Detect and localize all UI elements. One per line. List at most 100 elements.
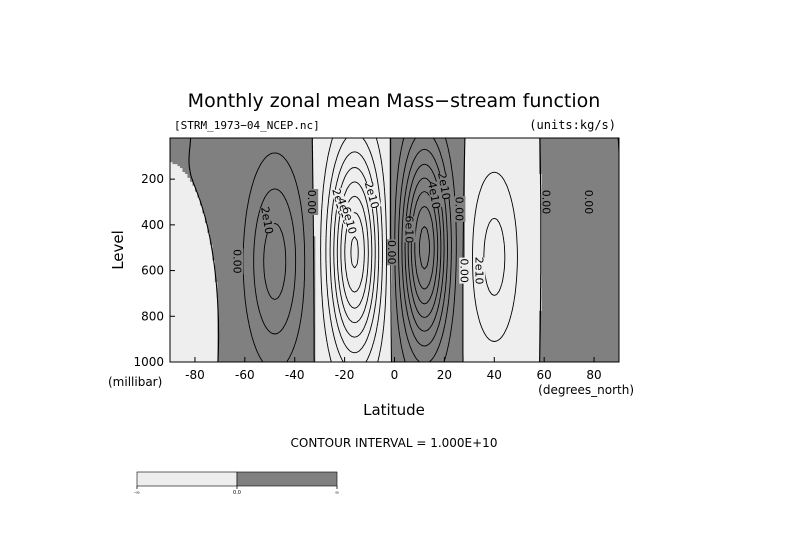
- positive-region: [217, 305, 316, 308]
- contour-line: [418, 225, 430, 270]
- positive-region: [389, 242, 465, 245]
- positive-region: [541, 218, 619, 222]
- positive-region: [389, 222, 465, 226]
- y-tick-label: 800: [141, 309, 164, 323]
- positive-region: [541, 230, 619, 233]
- positive-region: [392, 305, 463, 308]
- positive-region: [541, 301, 619, 304]
- colorbar: -∞ 0.0 ∞: [134, 471, 339, 496]
- positive-region: [199, 202, 313, 206]
- positive-region: [392, 318, 463, 322]
- positive-region: [541, 273, 619, 277]
- positive-region: [217, 289, 316, 292]
- contour-label: 4e10: [425, 180, 443, 210]
- contour-label-background: [404, 216, 416, 243]
- positive-region: [204, 216, 313, 220]
- positive-region: [539, 139, 619, 143]
- contour-label-background: [584, 189, 596, 215]
- positive-region: [539, 151, 619, 155]
- positive-region: [389, 161, 465, 165]
- x-tick-label: 0: [391, 368, 399, 382]
- x-axis-unit: (degrees_north): [538, 383, 634, 397]
- positive-region: [217, 320, 316, 324]
- contour-line: [350, 236, 359, 269]
- positive-region: [214, 259, 316, 263]
- positive-region: [192, 181, 313, 184]
- positive-region: [184, 171, 313, 174]
- positive-region: [389, 175, 465, 178]
- positive-region: [214, 269, 316, 273]
- positive-region: [541, 299, 619, 302]
- positive-region: [541, 238, 619, 241]
- positive-region: [389, 167, 465, 171]
- positive-region: [392, 354, 463, 357]
- positive-region: [194, 189, 313, 192]
- contour-interval-note: CONTOUR INTERVAL = 1.000E+10: [291, 436, 498, 450]
- positive-region: [541, 297, 619, 300]
- positive-region: [539, 322, 619, 326]
- y-tick-label: 1000: [133, 355, 164, 369]
- positive-region: [541, 250, 619, 253]
- contour-line: [320, 138, 518, 362]
- plot-area: 0.002e100.002e104e106e102e100.006e104e10…: [170, 138, 619, 362]
- x-tick-label: -80: [185, 368, 205, 382]
- positive-region: [541, 263, 619, 267]
- positive-region: [389, 189, 465, 192]
- positive-region: [202, 210, 313, 214]
- positive-region: [392, 295, 463, 298]
- positive-region: [541, 214, 619, 218]
- positive-region: [217, 346, 316, 349]
- positive-region: [541, 261, 619, 265]
- positive-region: [539, 141, 619, 145]
- positive-region: [541, 259, 619, 263]
- positive-region: [539, 354, 619, 357]
- positive-region: [389, 240, 465, 243]
- positive-region: [541, 287, 619, 290]
- positive-region: [539, 330, 619, 334]
- positive-region: [170, 138, 313, 141]
- positive-region: [217, 330, 316, 334]
- positive-region: [389, 208, 465, 212]
- positive-region: [539, 320, 619, 324]
- positive-region: [389, 251, 465, 255]
- positive-region: [541, 265, 619, 269]
- positive-region: [541, 193, 619, 196]
- positive-region: [539, 338, 619, 341]
- positive-region: [392, 277, 463, 281]
- positive-region: [539, 138, 619, 141]
- positive-region: [214, 275, 316, 279]
- positive-region: [392, 297, 463, 300]
- positive-region: [199, 200, 313, 204]
- positive-region: [197, 193, 313, 196]
- positive-region: [217, 328, 316, 332]
- positive-region: [541, 279, 619, 283]
- positive-region: [389, 244, 465, 247]
- positive-region: [389, 232, 465, 235]
- positive-region: [539, 360, 619, 362]
- positive-region: [541, 224, 619, 228]
- positive-region: [170, 147, 313, 151]
- positive-region: [392, 332, 463, 336]
- positive-region: [189, 179, 313, 182]
- positive-region: [392, 358, 463, 361]
- positive-region: [389, 138, 465, 141]
- positive-region: [392, 346, 463, 349]
- positive-region: [539, 346, 619, 349]
- positive-region: [541, 308, 619, 312]
- positive-region: [392, 312, 463, 316]
- positive-region: [212, 246, 316, 249]
- positive-region: [541, 222, 619, 226]
- positive-region: [217, 338, 316, 341]
- positive-region: [541, 257, 619, 261]
- positive-region: [217, 301, 316, 304]
- positive-region: [541, 175, 619, 178]
- positive-region: [539, 171, 619, 174]
- positive-region: [541, 246, 619, 249]
- positive-region: [389, 246, 465, 249]
- positive-region: [172, 161, 313, 165]
- positive-region: [541, 187, 619, 190]
- positive-region: [541, 269, 619, 273]
- positive-region: [389, 139, 465, 143]
- positive-region: [389, 183, 465, 186]
